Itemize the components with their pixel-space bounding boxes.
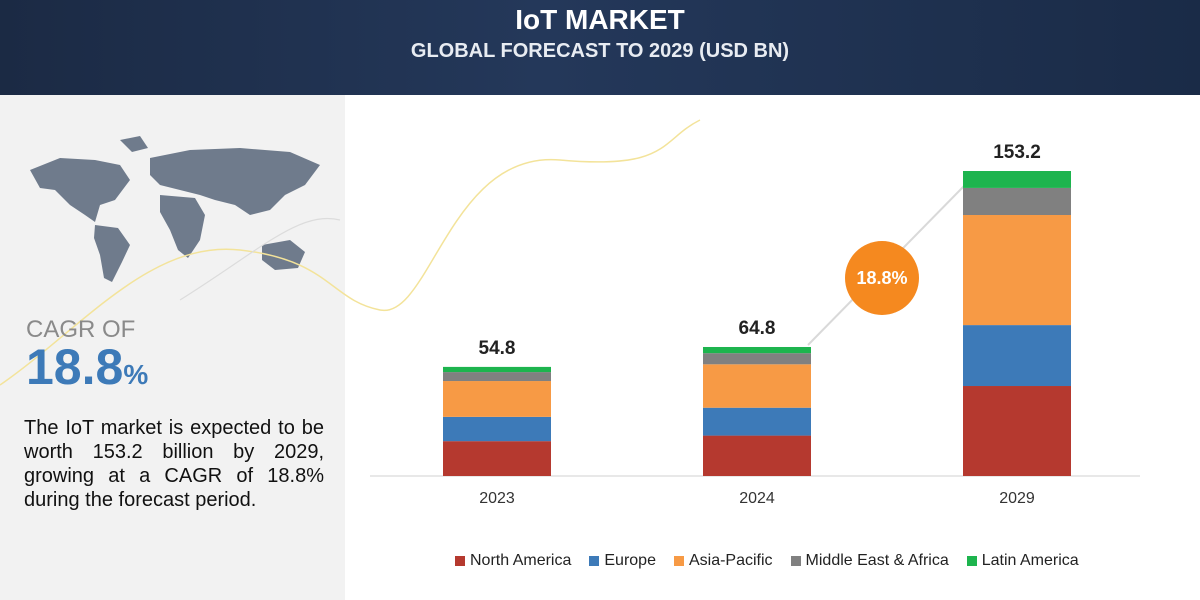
header: IoT MARKET GLOBAL FORECAST TO 2029 (USD … xyxy=(0,0,1200,95)
legend-label: Asia-Pacific xyxy=(688,552,773,569)
x-tick-label: 2029 xyxy=(999,490,1035,507)
legend-label: Europe xyxy=(604,552,656,569)
bar-segment xyxy=(963,187,1071,215)
bar-segment xyxy=(703,364,811,408)
cagr-unit: % xyxy=(123,359,149,390)
x-tick-label: 2024 xyxy=(739,490,775,507)
legend-item: Latin America xyxy=(966,552,1079,570)
bar-segment xyxy=(703,407,811,436)
cagr-value: 18.8 xyxy=(26,339,124,395)
legend-item: Asia-Pacific xyxy=(673,552,773,570)
bar-segment xyxy=(443,372,551,382)
cagr-figure: 18.8% xyxy=(26,338,148,396)
legend-item: Europe xyxy=(589,552,656,570)
bar-segment xyxy=(443,366,551,373)
legend-swatch xyxy=(589,556,600,566)
bar-segment xyxy=(963,386,1071,476)
bar-segment xyxy=(443,441,551,476)
description: The IoT market is expected to be worth 1… xyxy=(24,417,324,511)
bar-segment xyxy=(703,435,811,476)
total-label: 64.8 xyxy=(739,318,776,339)
cagr-bubble xyxy=(845,241,919,315)
bar-segment xyxy=(443,416,551,442)
chart-subtitle: GLOBAL FORECAST TO 2029 (USD BN) xyxy=(410,40,790,62)
bar-segment xyxy=(443,381,551,417)
legend-item: North America xyxy=(455,552,571,570)
legend-swatch xyxy=(455,556,465,566)
bar-segment xyxy=(703,346,811,354)
bar-segment xyxy=(963,214,1071,326)
x-tick-label: 2023 xyxy=(479,490,515,507)
legend-label: Latin America xyxy=(981,552,1079,569)
cagr-bubble-label: 18.8% xyxy=(856,268,907,288)
legend-item: Middle East & Africa xyxy=(790,552,949,570)
bar-segment xyxy=(703,353,811,365)
decor-curve xyxy=(179,218,341,301)
bar-segment xyxy=(963,171,1071,188)
bar-segment xyxy=(963,325,1071,387)
legend: North America Europe Asia-Pacific Middle Ea… xyxy=(0,552,1200,570)
total-label: 153.2 xyxy=(993,142,1041,163)
chart-title: IoT MARKET xyxy=(515,4,685,35)
world-map xyxy=(30,136,320,282)
decor-curve xyxy=(0,119,701,386)
legend-label: Middle East & Africa xyxy=(805,552,949,569)
cagr-heading: CAGR OF xyxy=(26,316,136,343)
legend-label: North America xyxy=(470,552,572,569)
total-label: 54.8 xyxy=(479,338,516,359)
legend-swatch xyxy=(673,556,684,566)
legend-swatch xyxy=(790,556,801,566)
legend-swatch xyxy=(966,556,977,566)
